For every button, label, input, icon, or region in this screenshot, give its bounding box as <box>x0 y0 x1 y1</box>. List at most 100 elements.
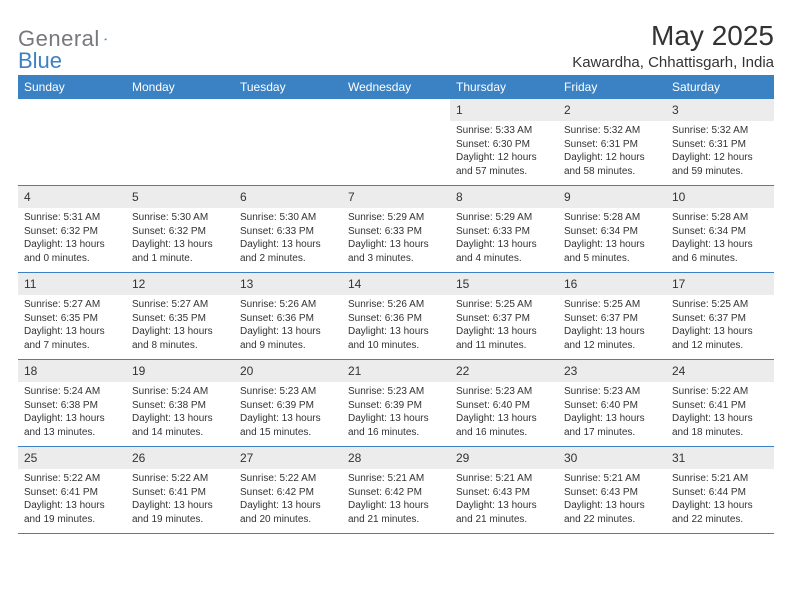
calendar-day: 18Sunrise: 5:24 AMSunset: 6:38 PMDayligh… <box>18 360 126 446</box>
sunrise-text: Sunrise: 5:21 AM <box>348 472 444 486</box>
day-details: Sunrise: 5:22 AMSunset: 6:42 PMDaylight:… <box>234 469 342 531</box>
calendar-day: 16Sunrise: 5:25 AMSunset: 6:37 PMDayligh… <box>558 273 666 359</box>
calendar-day: 21Sunrise: 5:23 AMSunset: 6:39 PMDayligh… <box>342 360 450 446</box>
day-details: Sunrise: 5:22 AMSunset: 6:41 PMDaylight:… <box>18 469 126 531</box>
calendar-day: 20Sunrise: 5:23 AMSunset: 6:39 PMDayligh… <box>234 360 342 446</box>
daylight-text: Daylight: 13 hours and 3 minutes. <box>348 238 444 265</box>
daylight-text: Daylight: 13 hours and 20 minutes. <box>240 499 336 526</box>
daylight-text: Daylight: 12 hours and 57 minutes. <box>456 151 552 178</box>
sunrise-text: Sunrise: 5:22 AM <box>24 472 120 486</box>
calendar-day: 31Sunrise: 5:21 AMSunset: 6:44 PMDayligh… <box>666 447 774 533</box>
day-number: 11 <box>18 273 126 295</box>
daylight-text: Daylight: 13 hours and 12 minutes. <box>672 325 768 352</box>
daylight-text: Daylight: 13 hours and 2 minutes. <box>240 238 336 265</box>
day-details: Sunrise: 5:32 AMSunset: 6:31 PMDaylight:… <box>666 121 774 183</box>
sunset-text: Sunset: 6:41 PM <box>24 486 120 500</box>
day-details: Sunrise: 5:21 AMSunset: 6:43 PMDaylight:… <box>450 469 558 531</box>
day-details: Sunrise: 5:26 AMSunset: 6:36 PMDaylight:… <box>234 295 342 357</box>
day-details: Sunrise: 5:21 AMSunset: 6:43 PMDaylight:… <box>558 469 666 531</box>
day-details: Sunrise: 5:25 AMSunset: 6:37 PMDaylight:… <box>450 295 558 357</box>
sunset-text: Sunset: 6:41 PM <box>672 399 768 413</box>
sunset-text: Sunset: 6:38 PM <box>132 399 228 413</box>
calendar-day: 28Sunrise: 5:21 AMSunset: 6:42 PMDayligh… <box>342 447 450 533</box>
month-title: May 2025 <box>572 20 774 52</box>
calendar-day <box>18 99 126 185</box>
day-number: 10 <box>666 186 774 208</box>
calendar-day: 26Sunrise: 5:22 AMSunset: 6:41 PMDayligh… <box>126 447 234 533</box>
day-number: 5 <box>126 186 234 208</box>
daylight-text: Daylight: 13 hours and 21 minutes. <box>348 499 444 526</box>
calendar-day: 25Sunrise: 5:22 AMSunset: 6:41 PMDayligh… <box>18 447 126 533</box>
daylight-text: Daylight: 13 hours and 15 minutes. <box>240 412 336 439</box>
sunset-text: Sunset: 6:33 PM <box>456 225 552 239</box>
day-number: 21 <box>342 360 450 382</box>
sunset-text: Sunset: 6:41 PM <box>132 486 228 500</box>
day-number: 6 <box>234 186 342 208</box>
sunset-text: Sunset: 6:42 PM <box>348 486 444 500</box>
calendar-day: 11Sunrise: 5:27 AMSunset: 6:35 PMDayligh… <box>18 273 126 359</box>
sunset-text: Sunset: 6:36 PM <box>348 312 444 326</box>
sunrise-text: Sunrise: 5:23 AM <box>240 385 336 399</box>
day-number <box>342 99 450 121</box>
day-number: 14 <box>342 273 450 295</box>
day-number: 19 <box>126 360 234 382</box>
sunrise-text: Sunrise: 5:24 AM <box>24 385 120 399</box>
daylight-text: Daylight: 13 hours and 13 minutes. <box>24 412 120 439</box>
calendar-day: 10Sunrise: 5:28 AMSunset: 6:34 PMDayligh… <box>666 186 774 272</box>
weekday-header: Monday <box>126 75 234 99</box>
day-number: 12 <box>126 273 234 295</box>
sunset-text: Sunset: 6:42 PM <box>240 486 336 500</box>
sunset-text: Sunset: 6:44 PM <box>672 486 768 500</box>
sunset-text: Sunset: 6:43 PM <box>456 486 552 500</box>
sunset-text: Sunset: 6:39 PM <box>348 399 444 413</box>
day-details: Sunrise: 5:21 AMSunset: 6:44 PMDaylight:… <box>666 469 774 531</box>
sunrise-text: Sunrise: 5:23 AM <box>348 385 444 399</box>
daylight-text: Daylight: 13 hours and 4 minutes. <box>456 238 552 265</box>
calendar-day: 15Sunrise: 5:25 AMSunset: 6:37 PMDayligh… <box>450 273 558 359</box>
day-details: Sunrise: 5:24 AMSunset: 6:38 PMDaylight:… <box>18 382 126 444</box>
weekday-header: Sunday <box>18 75 126 99</box>
calendar-day <box>126 99 234 185</box>
day-number <box>234 99 342 121</box>
weekday-header: Thursday <box>450 75 558 99</box>
sunset-text: Sunset: 6:34 PM <box>564 225 660 239</box>
sunset-text: Sunset: 6:32 PM <box>24 225 120 239</box>
weekday-header: Friday <box>558 75 666 99</box>
day-number <box>126 99 234 121</box>
weekday-header: Tuesday <box>234 75 342 99</box>
calendar-day: 22Sunrise: 5:23 AMSunset: 6:40 PMDayligh… <box>450 360 558 446</box>
calendar-day: 27Sunrise: 5:22 AMSunset: 6:42 PMDayligh… <box>234 447 342 533</box>
calendar-day: 4Sunrise: 5:31 AMSunset: 6:32 PMDaylight… <box>18 186 126 272</box>
calendar-day: 5Sunrise: 5:30 AMSunset: 6:32 PMDaylight… <box>126 186 234 272</box>
day-details: Sunrise: 5:21 AMSunset: 6:42 PMDaylight:… <box>342 469 450 531</box>
daylight-text: Daylight: 13 hours and 9 minutes. <box>240 325 336 352</box>
calendar-day: 19Sunrise: 5:24 AMSunset: 6:38 PMDayligh… <box>126 360 234 446</box>
day-details: Sunrise: 5:23 AMSunset: 6:40 PMDaylight:… <box>450 382 558 444</box>
sunset-text: Sunset: 6:38 PM <box>24 399 120 413</box>
sunset-text: Sunset: 6:35 PM <box>24 312 120 326</box>
calendar-day: 9Sunrise: 5:28 AMSunset: 6:34 PMDaylight… <box>558 186 666 272</box>
sunrise-text: Sunrise: 5:32 AM <box>564 124 660 138</box>
calendar-day: 12Sunrise: 5:27 AMSunset: 6:35 PMDayligh… <box>126 273 234 359</box>
sunrise-text: Sunrise: 5:23 AM <box>456 385 552 399</box>
sunrise-text: Sunrise: 5:28 AM <box>564 211 660 225</box>
weekday-header-row: SundayMondayTuesdayWednesdayThursdayFrid… <box>18 75 774 99</box>
calendar-day: 7Sunrise: 5:29 AMSunset: 6:33 PMDaylight… <box>342 186 450 272</box>
sunrise-text: Sunrise: 5:28 AM <box>672 211 768 225</box>
sunset-text: Sunset: 6:37 PM <box>456 312 552 326</box>
day-number: 13 <box>234 273 342 295</box>
daylight-text: Daylight: 13 hours and 14 minutes. <box>132 412 228 439</box>
daylight-text: Daylight: 13 hours and 17 minutes. <box>564 412 660 439</box>
sunset-text: Sunset: 6:37 PM <box>564 312 660 326</box>
calendar-week: 11Sunrise: 5:27 AMSunset: 6:35 PMDayligh… <box>18 273 774 360</box>
daylight-text: Daylight: 13 hours and 6 minutes. <box>672 238 768 265</box>
day-details: Sunrise: 5:26 AMSunset: 6:36 PMDaylight:… <box>342 295 450 357</box>
day-details: Sunrise: 5:28 AMSunset: 6:34 PMDaylight:… <box>558 208 666 270</box>
calendar-week: 18Sunrise: 5:24 AMSunset: 6:38 PMDayligh… <box>18 360 774 447</box>
header: General May 2025 Kawardha, Chhattisgarh,… <box>18 20 774 71</box>
sunrise-text: Sunrise: 5:21 AM <box>672 472 768 486</box>
calendar-day: 13Sunrise: 5:26 AMSunset: 6:36 PMDayligh… <box>234 273 342 359</box>
day-number: 17 <box>666 273 774 295</box>
sunrise-text: Sunrise: 5:25 AM <box>672 298 768 312</box>
calendar-week: 4Sunrise: 5:31 AMSunset: 6:32 PMDaylight… <box>18 186 774 273</box>
